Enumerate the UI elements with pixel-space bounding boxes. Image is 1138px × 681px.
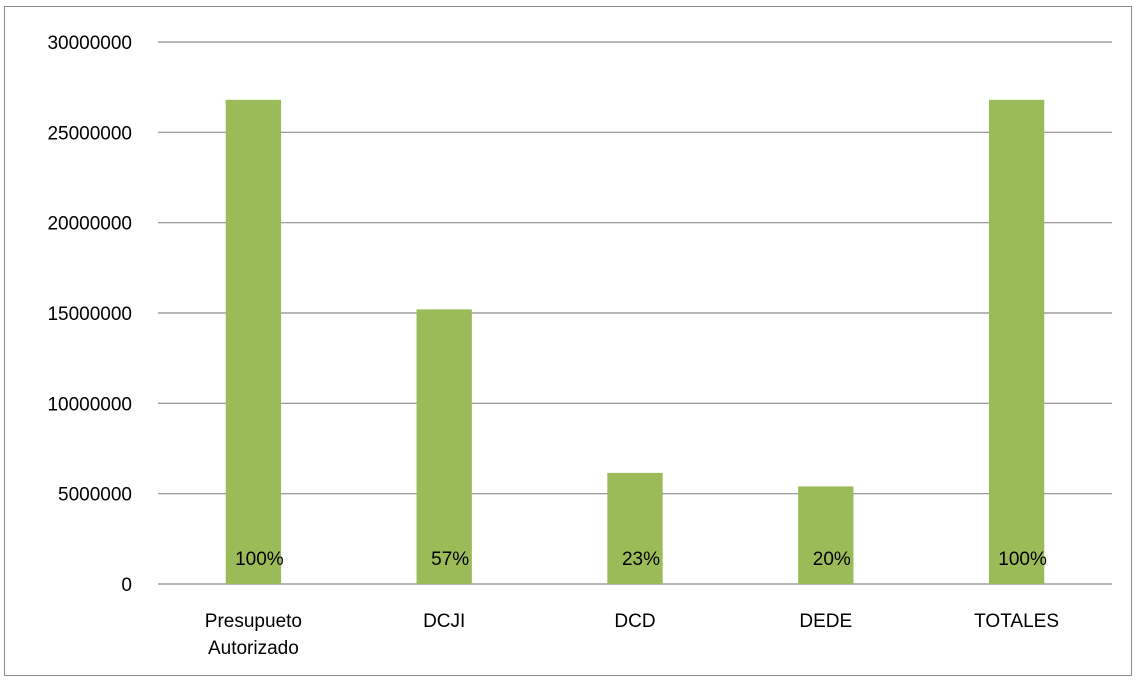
x-category-label: Presupueto [205,611,302,632]
x-category-label: DEDE [799,611,852,632]
x-category-labels: Presupueto Autorizado DCJI DCD DEDE TOTALES [205,611,1059,659]
bar [225,99,282,585]
data-label: 20% [813,549,851,570]
bars [225,99,1045,585]
y-tick-label: 20000000 [47,214,132,235]
y-tick-label: 15000000 [47,304,132,325]
bar [416,309,472,584]
bar [607,472,663,584]
bar [988,99,1045,585]
x-category-label: DCJI [423,611,465,632]
chart-frame [4,6,1132,676]
data-label: 100% [235,549,284,570]
data-labels: 100% 57% 23% 20% 100% [235,549,1047,570]
x-category-label: TOTALES [974,611,1059,632]
data-label: 100% [998,549,1047,570]
bar [798,486,854,584]
data-label: 57% [431,549,469,570]
y-tick-label: 5000000 [58,485,132,506]
data-label: 23% [622,549,660,570]
x-category-label: Autorizado [208,638,299,659]
gridlines [158,41,1112,585]
y-tick-label: 30000000 [47,33,132,54]
y-tick-label: 25000000 [47,123,132,144]
y-tick-labels: 0 5000000 10000000 15000000 20000000 25000000… [47,33,132,596]
x-category-label: DCD [614,611,655,632]
y-tick-label: 0 [121,575,132,596]
y-tick-label: 10000000 [47,394,132,415]
